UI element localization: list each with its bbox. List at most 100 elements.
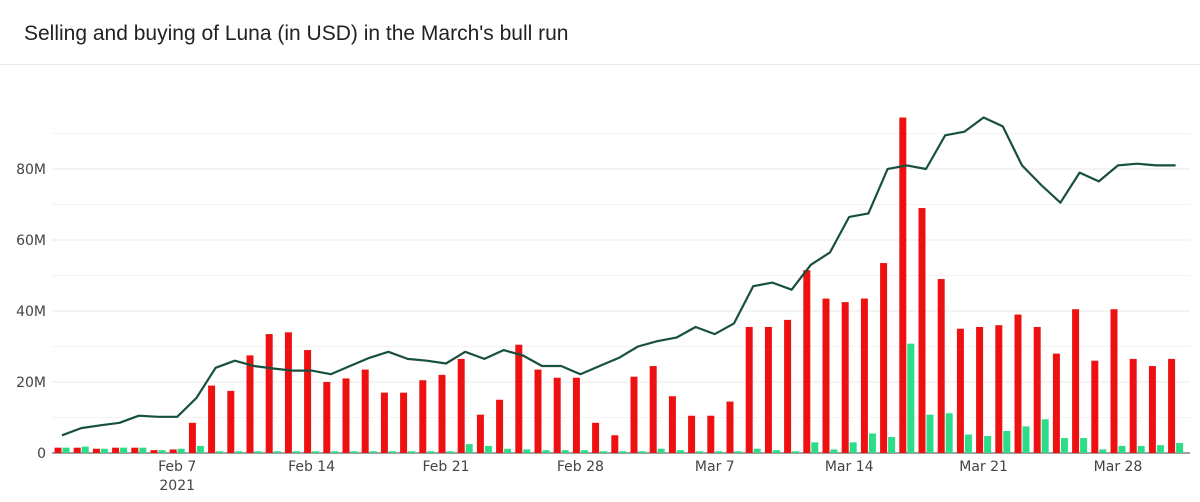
sell-bar [976,326,984,453]
sell-bar [918,208,926,453]
buy-bar [734,451,742,453]
buy-bar [753,448,761,453]
y-tick-label: 40M [16,304,46,320]
sell-bar [188,422,196,453]
sell-bar [1129,358,1137,453]
buy-bar [580,450,588,453]
buy-bar [657,448,665,453]
buy-bar [1176,443,1184,453]
buy-bar [926,414,934,453]
buy-bar [964,434,972,453]
sell-bar [112,447,120,453]
x-tick-label: Feb 14 [288,459,335,475]
sell-bar [592,422,600,453]
buy-bar [1080,438,1088,453]
buy-bar [254,451,262,453]
buy-bar [62,447,70,453]
sell-bar [438,374,446,453]
bar-line-chart: 0 20M 40M 60M 80M Feb 7 2021 Feb 14 Feb 21 Feb 2… [16,116,1190,494]
sell-bar [707,415,715,453]
buy-bar [484,445,492,453]
buy-bar [350,451,358,453]
buy-bar [1118,445,1126,453]
y-tick-label: 80M [16,162,46,178]
buy-bar [388,451,396,453]
buy-bar [1099,449,1107,453]
sell-bar [1110,309,1118,453]
sell-bar [1168,358,1176,453]
buy-bar [792,451,800,453]
buy-bar [139,447,147,453]
buy-bar [696,451,704,453]
sell-bar [361,369,369,453]
buy-bar [619,451,627,453]
buy-bar [196,445,204,453]
sell-bar [515,344,523,453]
buy-bar [811,442,819,453]
sell-bar [880,263,888,453]
sell-bar [304,350,312,453]
buy-bar [561,450,569,453]
sell-bar [534,369,542,453]
buy-bar [1022,426,1030,453]
x-axis: Feb 7 2021 Feb 14 Feb 21 Feb 28 Mar 7 Mar 14 Ma… [158,459,1142,494]
buy-bar [312,451,320,453]
buy-bar [1003,430,1011,453]
buy-bar [504,448,512,453]
buy-bar [120,447,128,453]
sell-bar [265,334,273,453]
chart-title: Selling and buying of Luna (in USD) in t… [24,22,569,45]
price-line [61,116,1176,437]
buy-bar [235,451,243,453]
buy-bar [715,451,723,453]
sell-bar [745,326,753,453]
buy-bar [907,343,915,453]
buy-bar [945,413,953,453]
sell-bar [688,415,696,453]
buy-bar [408,451,416,453]
sell-bar [649,366,657,453]
buy-bar [177,448,185,453]
buy-bar [465,444,473,453]
sell-bar [419,380,427,453]
buy-bar [523,449,531,453]
sell-bar [956,328,964,453]
buy-bar [81,446,89,453]
sell-bar [572,377,580,453]
buy-bar [542,450,550,453]
sell-bar [73,447,81,453]
buy-bar [292,451,300,453]
y-tick-label: 20M [16,375,46,391]
sell-bar [246,355,254,453]
sell-bar [284,332,292,453]
bars-group [54,117,1184,454]
sell-bar [208,385,216,453]
buy-bar [1060,438,1068,453]
sell-bar [1072,309,1080,453]
sell-bar [995,325,1003,453]
sell-bar [899,117,907,454]
sell-bar [496,399,504,453]
y-tick-label: 0 [37,446,46,462]
sell-bar [400,392,408,453]
x-tick-label: Mar 28 [1094,459,1143,475]
sell-bar [342,378,350,453]
buy-bar [369,451,377,453]
buy-bar [331,451,339,453]
buy-bar [676,450,684,453]
buy-bar [1156,445,1164,453]
sell-bar [476,414,484,453]
buy-bar [216,451,224,453]
y-tick-label: 60M [16,233,46,249]
sell-bar [1052,353,1060,453]
sell-bar [227,390,235,453]
sell-bar [1014,314,1022,453]
sell-bar [1033,326,1041,453]
buy-bar [158,450,166,453]
chart-area: 0 20M 40M 60M 80M Feb 7 2021 Feb 14 Feb 21 Feb 2… [0,64,1200,497]
buy-bar [100,448,108,453]
buy-bar [446,451,454,453]
buy-bar [772,450,780,453]
sell-bar [937,279,945,453]
sell-bar [803,270,811,453]
